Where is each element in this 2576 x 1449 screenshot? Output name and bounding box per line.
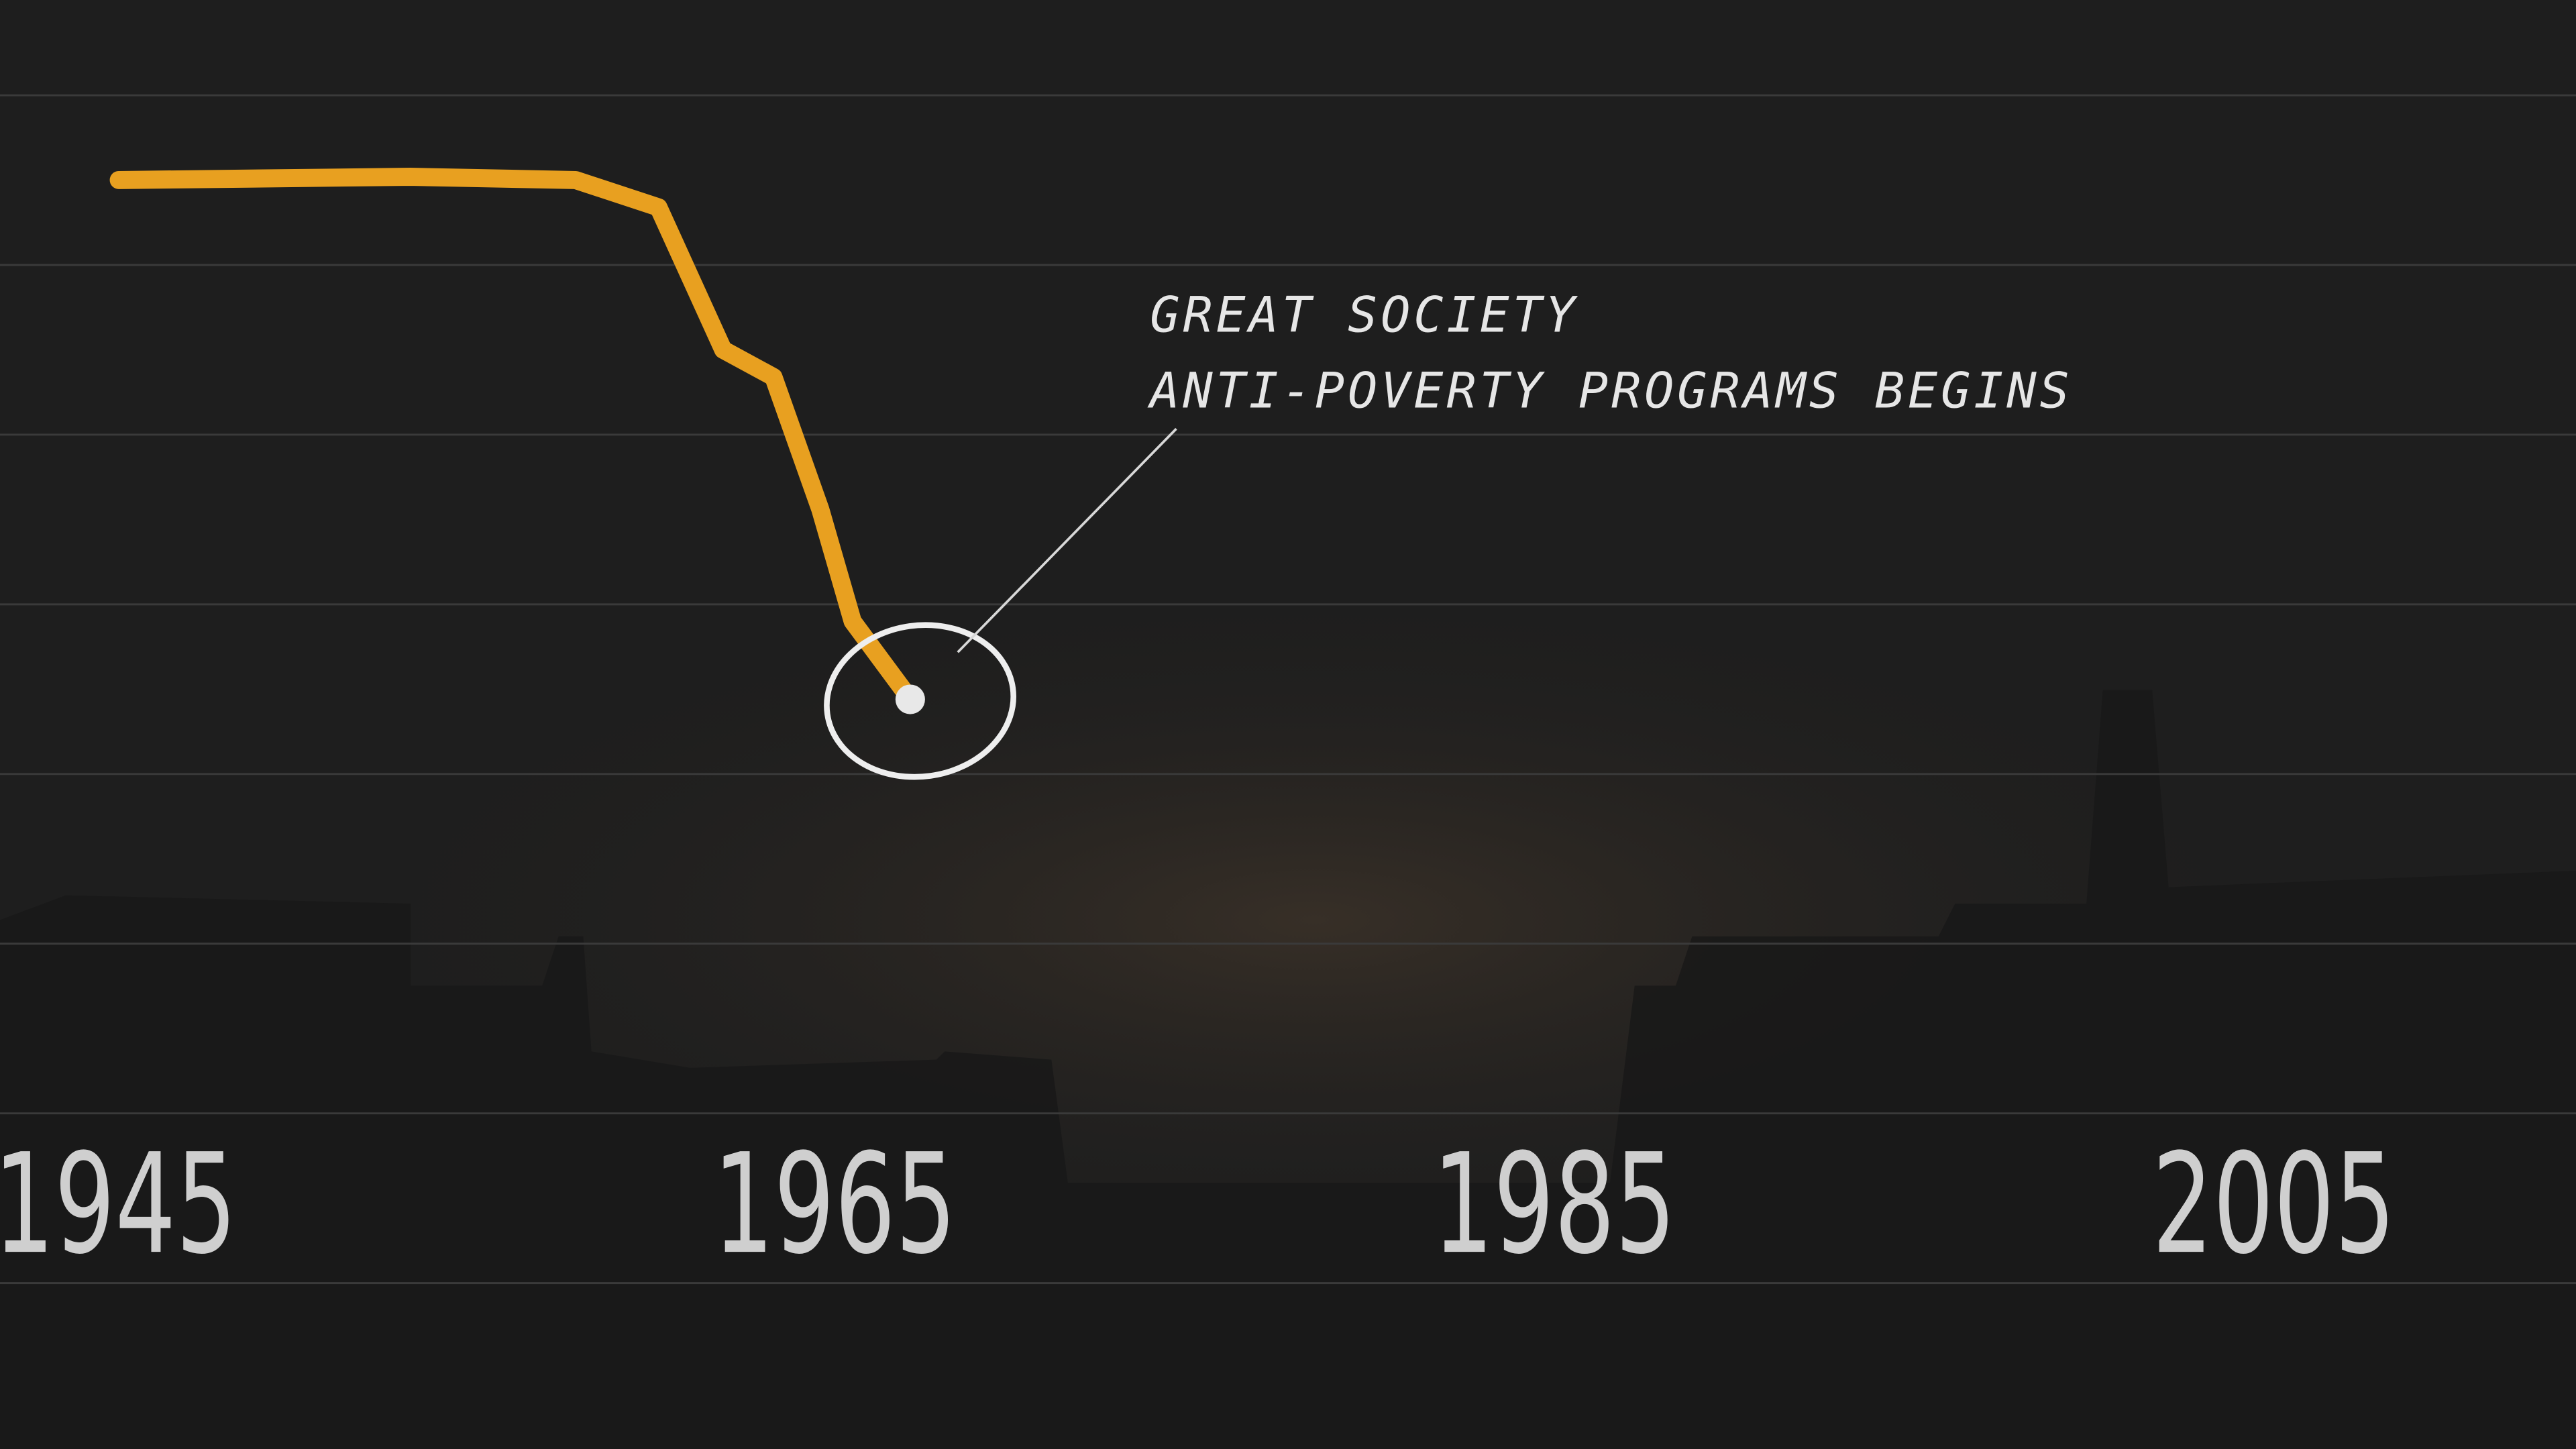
ruled-lines — [0, 94, 2576, 1285]
x-tick-label: 2005 — [2152, 1124, 2395, 1285]
x-tick-label: 1945 — [0, 1124, 237, 1285]
city-silhouette — [0, 690, 2576, 1449]
data-line — [109, 168, 920, 708]
end-point — [895, 684, 925, 714]
leader-line — [957, 427, 1177, 653]
plot: 1945 1965 1985 2005 — [0, 168, 2396, 1285]
highlight-circle — [824, 622, 1016, 780]
x-tick-label: 1985 — [1433, 1124, 1676, 1285]
annotation-line: ANTI-POVERTY PROGRAMS BEGINS — [1147, 362, 2072, 419]
annotation-line: GREAT SOCIETY — [1150, 287, 1578, 344]
x-tick-label: 1965 — [713, 1124, 956, 1285]
